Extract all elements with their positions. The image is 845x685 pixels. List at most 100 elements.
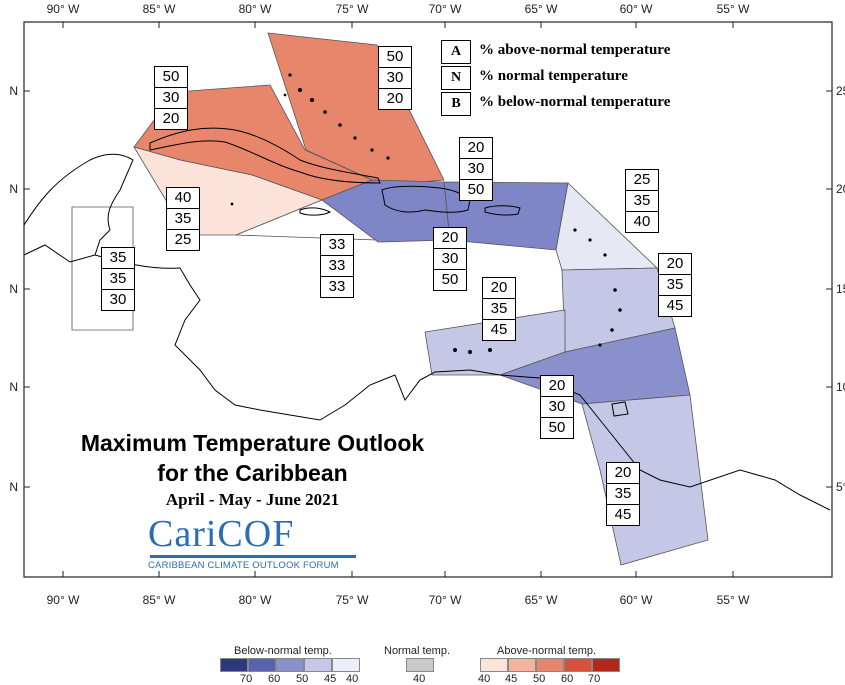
map-frame <box>23 21 833 578</box>
prob-below: 25 <box>174 231 192 248</box>
colorbar-below-swatch <box>248 658 276 672</box>
colorbar-above-tick: 40 <box>478 673 491 685</box>
prob-above: 50 <box>155 67 187 88</box>
jamaica-coast <box>299 207 332 216</box>
colorbar-normal-tick: 40 <box>413 673 426 685</box>
prob-above: 20 <box>607 463 639 484</box>
colorbar-above-swatch <box>564 658 592 672</box>
prob-above: 33 <box>321 235 353 256</box>
key-text-below: % below-normal temperature <box>479 94 671 110</box>
prob-below: 45 <box>666 297 684 314</box>
prob-above: 20 <box>483 278 515 299</box>
colorbar-normal-title: Normal temp. <box>384 645 451 657</box>
lat-tick-label-right: 25° <box>836 84 845 98</box>
prob-box-abc-islands: 20 35 45 <box>482 277 516 341</box>
lon-tick-label-top: 80° W <box>239 2 272 16</box>
prob-box-jamaica: 33 33 33 <box>320 234 354 298</box>
lon-tick-label-bottom: 55° W <box>717 593 750 607</box>
coastlines <box>23 127 831 511</box>
cuba-coast <box>149 127 381 184</box>
prob-below: 45 <box>490 321 508 338</box>
lon-tick-label-top: 90° W <box>47 2 80 16</box>
prob-above: 20 <box>659 254 691 275</box>
prob-above: 50 <box>379 47 411 68</box>
prob-normal: 30 <box>460 159 492 180</box>
hispaniola-coast <box>381 185 471 213</box>
prob-box-hispaniola: 20 30 50 <box>459 137 493 201</box>
lat-tick-label-right: 5° <box>836 480 845 494</box>
map-title-line1: Maximum Temperature Outlook <box>80 430 425 456</box>
colorbar-above-swatch <box>592 658 620 672</box>
central-america-coast <box>94 254 831 511</box>
key-text-normal: % normal temperature <box>479 68 628 84</box>
prob-below: 50 <box>467 181 485 198</box>
colorbar-above-tick: 45 <box>505 673 518 685</box>
logo-underline <box>150 555 356 558</box>
prob-above: 20 <box>460 138 492 159</box>
prob-below: 50 <box>548 419 566 436</box>
colorbar-above-swatch <box>536 658 564 672</box>
key-text-above: % above-normal temperature <box>479 42 671 58</box>
lon-tick-label-bottom: 60° W <box>620 593 653 607</box>
lat-tick-label-right: 20° <box>836 182 845 196</box>
prob-box-northern-leewards: 25 35 40 <box>625 169 659 233</box>
colorbar-normal-swatch <box>406 658 434 672</box>
colorbar-above-swatch <box>508 658 536 672</box>
lat-tick-label-left: N <box>9 182 18 196</box>
logo-wordmark: CariCOF <box>148 513 295 555</box>
prob-normal: 30 <box>434 249 466 270</box>
lon-tick-label-top: 60° W <box>620 2 653 16</box>
prob-box-puerto-rico: 20 30 50 <box>433 227 467 291</box>
prob-below: 33 <box>328 278 346 295</box>
prob-below: 30 <box>109 291 127 308</box>
lon-tick-label-top: 75° W <box>336 2 369 16</box>
prob-normal: 35 <box>167 209 199 230</box>
prob-above: 35 <box>102 248 134 269</box>
colorbar-above-swatch <box>480 658 508 672</box>
colorbar-below-tick: 70 <box>240 673 253 685</box>
prob-normal: 33 <box>321 256 353 277</box>
prob-below: 40 <box>633 213 651 230</box>
map-title-line2: for the Caribbean <box>157 460 348 486</box>
lon-tick-label-top: 70° W <box>429 2 462 16</box>
lon-tick-label-bottom: 65° W <box>525 593 558 607</box>
prob-box-bahamas: 50 30 20 <box>378 46 412 110</box>
colorbar-below-tick: 45 <box>324 673 337 685</box>
lon-tick-label-bottom: 75° W <box>336 593 369 607</box>
key-letter-b: B <box>441 92 471 116</box>
prob-box-yucatan-channel: 40 35 25 <box>166 187 200 251</box>
prob-below: 50 <box>441 271 459 288</box>
prob-normal: 35 <box>102 269 134 290</box>
lon-tick-label-bottom: 85° W <box>143 593 176 607</box>
colorbar-below-tick: 60 <box>268 673 281 685</box>
key-letter-n: N <box>441 66 471 90</box>
lat-tick-label-left: N <box>9 380 18 394</box>
lon-tick-label-top: 65° W <box>525 2 558 16</box>
prob-above: 40 <box>167 188 199 209</box>
colorbar-above-tick: 60 <box>561 673 574 685</box>
lon-tick-label-bottom: 90° W <box>47 593 80 607</box>
prob-box-belize: 35 35 30 <box>101 247 135 311</box>
prob-normal: 35 <box>626 191 658 212</box>
prob-above: 20 <box>541 376 573 397</box>
prob-normal: 35 <box>483 299 515 320</box>
prob-box-guianas: 20 35 45 <box>606 462 640 526</box>
prob-below: 20 <box>386 90 404 107</box>
colorbar-below-tick: 40 <box>346 673 359 685</box>
prob-box-lesser-antilles: 20 35 45 <box>658 253 692 317</box>
lat-tick-label-right: 15° <box>836 282 845 296</box>
prob-normal: 30 <box>379 68 411 89</box>
caricof-logo: CariCOF CARIBBEAN CLIMATE OUTLOOK FORUM <box>148 514 358 571</box>
lat-tick-label-right: 10° <box>836 380 845 394</box>
colorbar-below-swatch <box>304 658 332 672</box>
prob-normal: 30 <box>541 397 573 418</box>
colorbar-above-tick: 70 <box>588 673 601 685</box>
prob-below: 45 <box>614 506 632 523</box>
prob-box-trinidad: 20 30 50 <box>540 375 574 439</box>
puerto-rico-coast <box>484 205 521 216</box>
lat-tick-label-left: N <box>9 84 18 98</box>
prob-above: 25 <box>626 170 658 191</box>
colorbar-below-swatch <box>220 658 248 672</box>
prob-box-cuba: 50 30 20 <box>154 66 188 130</box>
